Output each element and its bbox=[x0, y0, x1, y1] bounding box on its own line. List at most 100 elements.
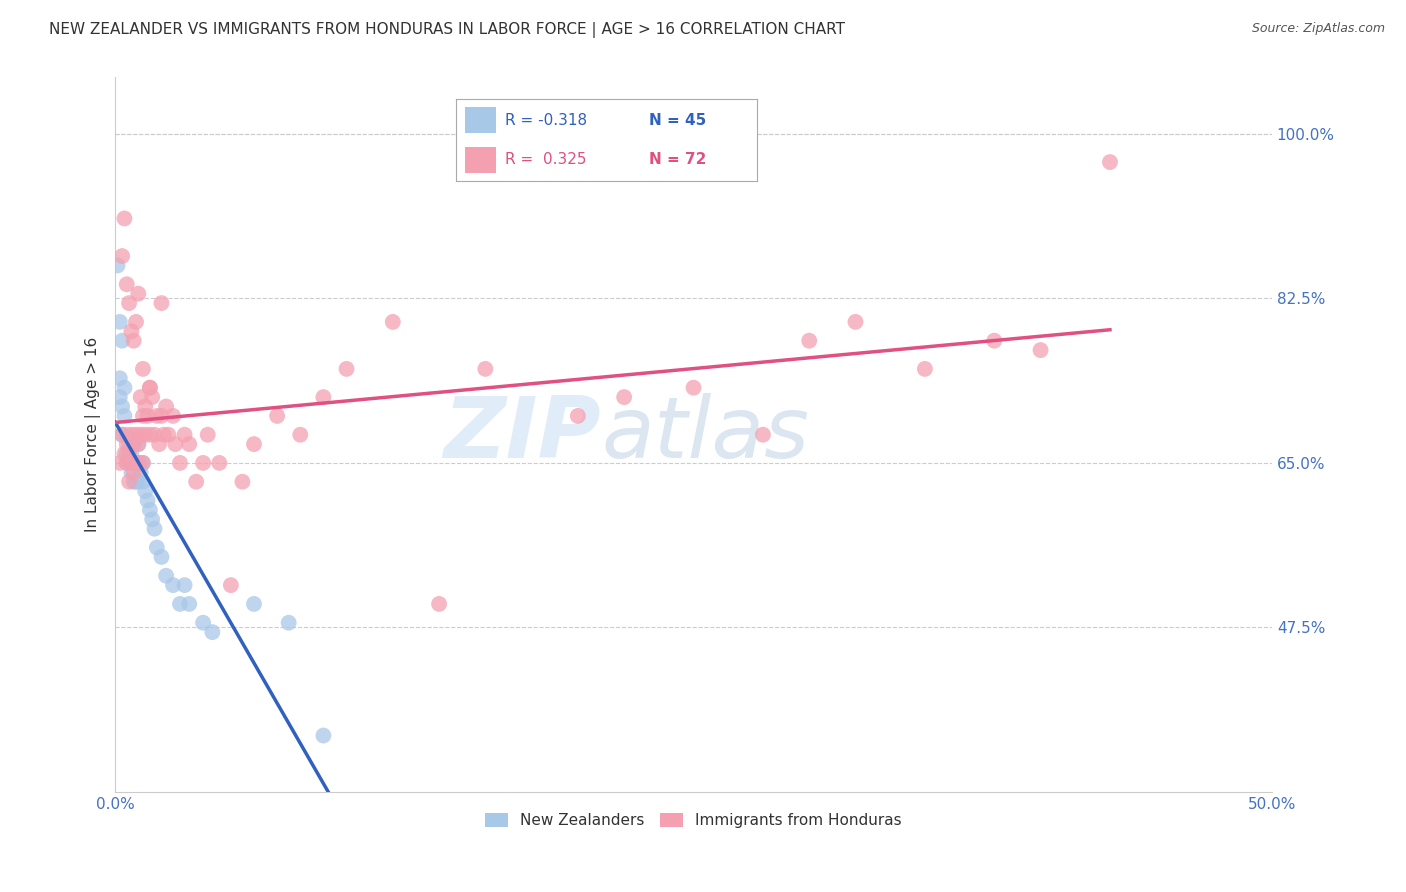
Point bbox=[122, 456, 145, 470]
Point bbox=[114, 211, 136, 226]
Point bbox=[111, 249, 134, 263]
Point bbox=[139, 381, 162, 395]
Point bbox=[191, 456, 214, 470]
Point bbox=[169, 456, 191, 470]
Point bbox=[157, 427, 180, 442]
Point bbox=[186, 475, 208, 489]
Point bbox=[134, 400, 156, 414]
Point bbox=[143, 522, 166, 536]
Point bbox=[197, 427, 219, 442]
Point bbox=[136, 493, 159, 508]
Point bbox=[567, 409, 589, 423]
Point bbox=[120, 324, 142, 338]
Point bbox=[115, 456, 138, 470]
Text: NEW ZEALANDER VS IMMIGRANTS FROM HONDURAS IN LABOR FORCE | AGE > 16 CORRELATION : NEW ZEALANDER VS IMMIGRANTS FROM HONDURA… bbox=[49, 22, 845, 38]
Point bbox=[127, 475, 149, 489]
Point bbox=[141, 390, 163, 404]
Point bbox=[173, 427, 195, 442]
Point bbox=[155, 400, 177, 414]
Point bbox=[125, 456, 148, 470]
Point bbox=[162, 409, 184, 423]
Point bbox=[111, 334, 134, 348]
Point bbox=[290, 427, 312, 442]
Point bbox=[381, 315, 404, 329]
Point bbox=[127, 437, 149, 451]
Point bbox=[312, 390, 335, 404]
Point bbox=[983, 334, 1005, 348]
Point bbox=[132, 409, 155, 423]
Point bbox=[682, 381, 704, 395]
Point bbox=[141, 512, 163, 526]
Point bbox=[146, 541, 169, 555]
Point bbox=[799, 334, 821, 348]
Point bbox=[243, 437, 266, 451]
Point bbox=[179, 437, 201, 451]
Point bbox=[150, 409, 173, 423]
Point bbox=[139, 381, 162, 395]
Point bbox=[139, 427, 162, 442]
Point bbox=[120, 427, 142, 442]
Point bbox=[118, 296, 141, 310]
Point bbox=[108, 371, 131, 385]
Text: ZIP: ZIP bbox=[443, 393, 600, 476]
Point bbox=[115, 427, 138, 442]
Point bbox=[108, 456, 131, 470]
Point bbox=[114, 409, 136, 423]
Text: atlas: atlas bbox=[600, 393, 808, 476]
Point bbox=[108, 390, 131, 404]
Point bbox=[120, 465, 142, 479]
Point bbox=[122, 334, 145, 348]
Legend: New Zealanders, Immigrants from Honduras: New Zealanders, Immigrants from Honduras bbox=[479, 807, 908, 834]
Point bbox=[219, 578, 242, 592]
Point bbox=[120, 446, 142, 460]
Point bbox=[150, 549, 173, 564]
Point bbox=[115, 437, 138, 451]
Point bbox=[148, 437, 170, 451]
Point bbox=[127, 437, 149, 451]
Point bbox=[844, 315, 866, 329]
Point bbox=[111, 427, 134, 442]
Point bbox=[1029, 343, 1052, 357]
Point bbox=[125, 427, 148, 442]
Point bbox=[1098, 155, 1121, 169]
Point bbox=[127, 456, 149, 470]
Point bbox=[150, 296, 173, 310]
Point bbox=[129, 427, 152, 442]
Point bbox=[139, 503, 162, 517]
Point bbox=[125, 456, 148, 470]
Point bbox=[312, 729, 335, 743]
Point bbox=[118, 456, 141, 470]
Point bbox=[143, 427, 166, 442]
Y-axis label: In Labor Force | Age > 16: In Labor Force | Age > 16 bbox=[86, 337, 101, 533]
Point bbox=[474, 362, 496, 376]
Point bbox=[231, 475, 253, 489]
Point bbox=[107, 259, 129, 273]
Point bbox=[118, 437, 141, 451]
Point bbox=[146, 409, 169, 423]
Point bbox=[132, 475, 155, 489]
Point bbox=[129, 465, 152, 479]
Point bbox=[132, 362, 155, 376]
Point bbox=[111, 427, 134, 442]
Point bbox=[118, 475, 141, 489]
Point bbox=[165, 437, 187, 451]
Point bbox=[152, 427, 174, 442]
Point bbox=[115, 277, 138, 292]
Point bbox=[122, 475, 145, 489]
Point bbox=[132, 456, 155, 470]
Point bbox=[122, 437, 145, 451]
Point bbox=[914, 362, 936, 376]
Point bbox=[266, 409, 288, 423]
Point bbox=[243, 597, 266, 611]
Point bbox=[613, 390, 636, 404]
Point bbox=[108, 315, 131, 329]
Point bbox=[191, 615, 214, 630]
Point bbox=[134, 484, 156, 499]
Point bbox=[179, 597, 201, 611]
Point bbox=[115, 446, 138, 460]
Point bbox=[136, 409, 159, 423]
Point bbox=[120, 456, 142, 470]
Point bbox=[752, 427, 775, 442]
Point bbox=[169, 597, 191, 611]
Point bbox=[173, 578, 195, 592]
